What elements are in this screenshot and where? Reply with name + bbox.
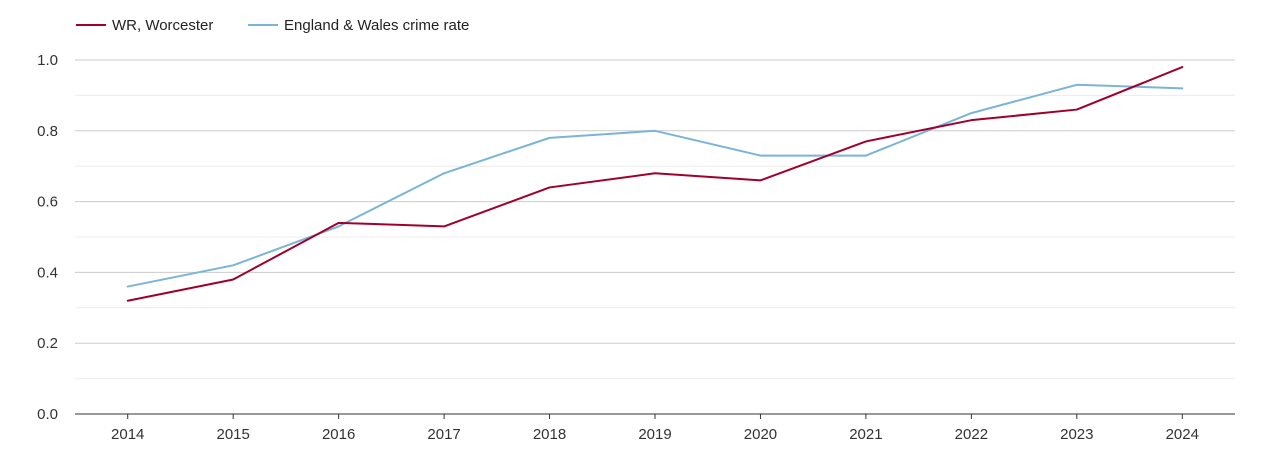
x-tick-label: 2016 bbox=[322, 426, 355, 443]
y-tick-label: 0.8 bbox=[37, 123, 58, 140]
gridlines bbox=[75, 59, 1235, 380]
x-tick-label: 2024 bbox=[1166, 426, 1199, 443]
y-tick-label: 0.2 bbox=[37, 335, 58, 352]
x-tick-label: 2018 bbox=[533, 426, 566, 443]
legend: WR, Worcester England & Wales crime rate bbox=[76, 17, 469, 34]
series-lines bbox=[126, 66, 1184, 302]
y-tick-label: 0.4 bbox=[37, 264, 58, 281]
y-tick-label: 1.0 bbox=[37, 52, 58, 69]
x-tick-label: 2017 bbox=[427, 426, 460, 443]
legend-item-worcester[interactable]: WR, Worcester bbox=[76, 17, 213, 34]
x-tick-label: 2015 bbox=[216, 426, 249, 443]
y-tick-label: 0.6 bbox=[37, 194, 58, 211]
x-tick-label: 2019 bbox=[638, 426, 671, 443]
axes: 0.0 0.2 0.4 0.6 0.8 1.0 2014 2015 2016 2017 2018 20… bbox=[37, 52, 1235, 443]
x-tick-label: 2022 bbox=[955, 426, 988, 443]
legend-item-england-wales[interactable]: England & Wales crime rate bbox=[248, 17, 469, 34]
x-tick-label: 2014 bbox=[111, 426, 144, 443]
x-tick-label: 2021 bbox=[849, 426, 882, 443]
legend-label-england-wales: England & Wales crime rate bbox=[284, 17, 469, 34]
y-tick-label: 0.0 bbox=[37, 406, 58, 423]
series-line-worcester bbox=[126, 66, 1184, 302]
series-line-england-wales bbox=[126, 83, 1184, 288]
legend-label-worcester: WR, Worcester bbox=[112, 17, 213, 34]
x-tick-label: 2020 bbox=[744, 426, 777, 443]
x-tick-label: 2023 bbox=[1060, 426, 1093, 443]
